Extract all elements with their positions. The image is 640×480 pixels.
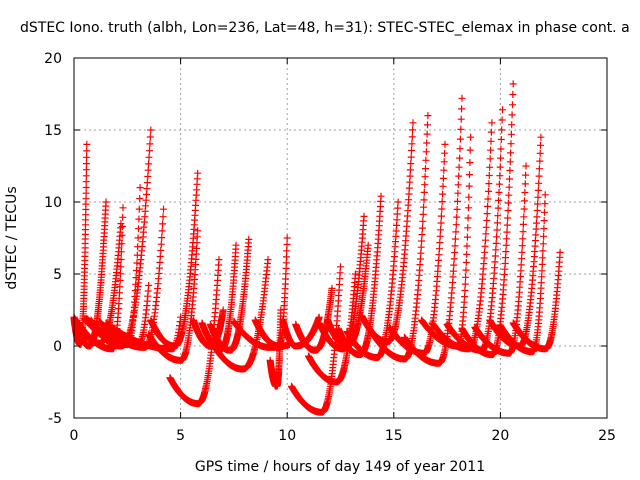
arc-series bbox=[266, 306, 285, 390]
chart-title: dSTEC Iono. truth (albh, Lon=236, Lat=48… bbox=[20, 20, 630, 36]
x-tick-label: 0 bbox=[70, 428, 79, 444]
x-tick-label: 20 bbox=[491, 428, 509, 444]
y-axis-label: dSTEC / TECUs bbox=[4, 186, 20, 289]
arc-markers bbox=[471, 162, 530, 357]
arc-markers bbox=[443, 106, 506, 354]
arc-markers bbox=[74, 204, 127, 353]
arc-series bbox=[147, 169, 202, 350]
arc-markers bbox=[206, 235, 253, 354]
x-tick-label: 25 bbox=[598, 428, 616, 444]
x-ticks: 0 5 10 15 20 25 bbox=[70, 58, 616, 444]
grid bbox=[74, 58, 607, 418]
plot-frame bbox=[73, 57, 608, 419]
arc-series bbox=[443, 106, 506, 354]
y-tick-label: 5 bbox=[53, 267, 62, 283]
y-ticks: -5 0 5 10 15 20 bbox=[44, 51, 607, 427]
x-tick-label: 10 bbox=[278, 428, 296, 444]
data-points bbox=[70, 80, 564, 416]
y-tick-label: -5 bbox=[48, 411, 62, 427]
arc-markers bbox=[266, 306, 285, 390]
arc-markers bbox=[145, 227, 202, 364]
arc-markers bbox=[418, 133, 475, 350]
x-tick-label: 15 bbox=[385, 428, 403, 444]
arc-series bbox=[343, 198, 402, 361]
x-axis-label: GPS time / hours of day 149 of year 2011 bbox=[195, 459, 485, 475]
y-tick-label: 10 bbox=[44, 195, 62, 211]
x-tick-label: 5 bbox=[176, 428, 185, 444]
arc-series bbox=[74, 204, 127, 353]
arc-markers bbox=[509, 248, 564, 353]
arc-series bbox=[206, 235, 253, 354]
arc-series bbox=[401, 94, 466, 367]
arc-markers bbox=[343, 198, 402, 361]
arc-series bbox=[418, 133, 475, 350]
y-tick-label: 15 bbox=[44, 123, 62, 139]
arc-series bbox=[509, 248, 564, 353]
arc-markers bbox=[147, 169, 202, 350]
arc-markers bbox=[401, 94, 466, 367]
y-tick-label: 20 bbox=[44, 51, 62, 67]
arc-series bbox=[145, 227, 202, 364]
arc-series bbox=[471, 162, 530, 357]
y-tick-label: 0 bbox=[53, 339, 62, 355]
